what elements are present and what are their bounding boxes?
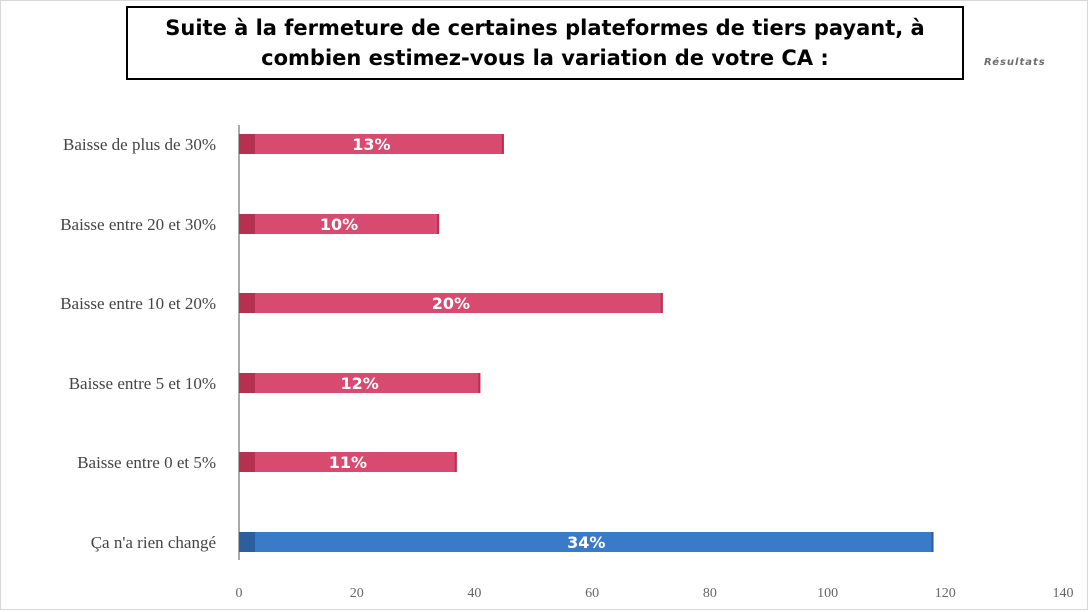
x-tick-label: 100 — [817, 586, 838, 601]
chart-title-text: Suite à la fermeture de certaines platef… — [165, 16, 925, 70]
data-label: 12% — [341, 374, 379, 393]
bar-end — [478, 373, 481, 393]
bar-accent — [239, 214, 255, 234]
bar-end — [660, 293, 663, 313]
bar-accent — [239, 373, 255, 393]
category-label: Baisse entre 20 et 30% — [60, 215, 216, 234]
x-tick-label: 40 — [467, 586, 481, 601]
bar — [239, 532, 934, 552]
category-label: Baisse entre 5 et 10% — [69, 374, 216, 393]
corner-mark: Résultats — [984, 57, 1046, 68]
bar-end — [931, 532, 934, 552]
bar-end — [501, 134, 504, 154]
x-tick-label: 140 — [1053, 586, 1074, 601]
data-label: 34% — [567, 533, 605, 552]
x-tick-label: 60 — [585, 586, 599, 601]
bar-accent — [239, 293, 255, 313]
bar-accent — [239, 532, 255, 552]
bar-end — [437, 214, 440, 234]
data-label: 20% — [432, 294, 470, 313]
x-tick-label: 20 — [350, 586, 364, 601]
data-label: 13% — [352, 135, 390, 154]
bar — [239, 293, 663, 313]
bar-accent — [239, 452, 255, 472]
category-label: Baisse de plus de 30% — [63, 135, 216, 154]
bar — [239, 373, 481, 393]
bar — [239, 214, 440, 234]
x-tick-label: 120 — [935, 586, 956, 601]
category-label: Baisse entre 10 et 20% — [60, 294, 216, 313]
category-label: Baisse entre 0 et 5% — [77, 453, 216, 472]
category-label: Ça n'a rien changé — [91, 533, 216, 552]
chart-title: Suite à la fermeture de certaines platef… — [126, 6, 964, 80]
bar — [239, 134, 504, 154]
x-tick-label: 0 — [236, 586, 243, 601]
x-tick-label: 80 — [703, 586, 717, 601]
bar-end — [454, 452, 457, 472]
data-label: 10% — [320, 215, 358, 234]
bar-accent — [239, 134, 255, 154]
data-label: 11% — [329, 453, 367, 472]
bar — [239, 452, 457, 472]
